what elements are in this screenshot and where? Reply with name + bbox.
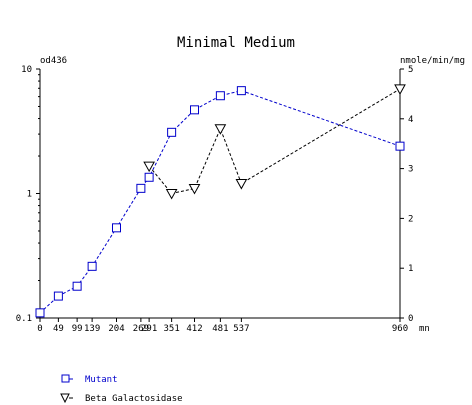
data-point-mutant [236, 86, 246, 96]
right-tick-label: 1 [408, 264, 413, 274]
data-point-beta-galactosidase [394, 84, 406, 95]
series-line-beta-galactosidase [148, 88, 401, 195]
right-tick-label: 5 [408, 65, 413, 75]
x-tick-label: 960 [392, 324, 408, 334]
data-point-mutant [35, 308, 45, 318]
x-tick-label: 204 [108, 324, 124, 334]
x-tick-label: 99 [72, 324, 83, 334]
data-point-beta-galactosidase [188, 184, 201, 195]
data-point-mutant [215, 91, 225, 101]
data-point-mutant [112, 223, 121, 233]
chart-title: Minimal Medium [177, 35, 295, 51]
legend-label-beta-galactosidase: Beta Galactosidase [85, 394, 183, 404]
legend: Mutant Beta Galactosidase [60, 374, 183, 404]
series-layer [35, 84, 406, 318]
data-point-beta-galactosidase [143, 161, 155, 173]
data-point-mutant [136, 183, 146, 193]
legend-label-mutant: Mutant [85, 375, 118, 385]
x-tick-label: 269 [133, 324, 149, 334]
data-point-mutant [167, 127, 177, 137]
right-tick-label: 0 [408, 314, 413, 324]
x-tick-label: 537 [233, 324, 249, 334]
data-point-beta-galactosidase [165, 189, 178, 200]
left-tick-label: 0.1 [16, 314, 32, 324]
legend-item-mutant: Mutant [61, 374, 118, 385]
left-tick-label: 10 [21, 65, 32, 75]
x-tick-label: 481 [212, 324, 228, 334]
left-tick-label: 1 [27, 190, 32, 200]
right-tick-label: 2 [408, 214, 413, 224]
x-tick-label: 139 [84, 324, 100, 334]
right-tick-label: 4 [408, 115, 413, 125]
right-axis-label: nmole/min/mg [400, 56, 465, 66]
square-marker-icon [61, 374, 70, 383]
data-point-beta-galactosidase [214, 124, 227, 135]
x-axis-unit-label: mn [419, 324, 430, 334]
data-point-mutant [87, 261, 97, 271]
left-axis-label: od436 [40, 56, 67, 66]
data-point-beta-galactosidase [235, 179, 248, 190]
legend-item-beta-galactosidase: Beta Galactosidase [60, 393, 183, 404]
triangle-down-marker-icon [60, 393, 70, 404]
series-line-mutant [39, 90, 401, 314]
data-point-mutant [72, 281, 82, 291]
data-point-mutant [144, 172, 154, 182]
data-point-mutant [190, 105, 199, 115]
x-tick-label: 291 [141, 324, 157, 334]
x-tick-label: 49 [53, 324, 64, 334]
x-tick-label: 351 [163, 324, 179, 334]
data-point-mutant [53, 291, 63, 301]
data-point-mutant [395, 141, 405, 151]
x-tick-label: 412 [186, 324, 202, 334]
right-tick-label: 3 [408, 165, 413, 175]
x-tick-label: 0 [37, 324, 42, 334]
